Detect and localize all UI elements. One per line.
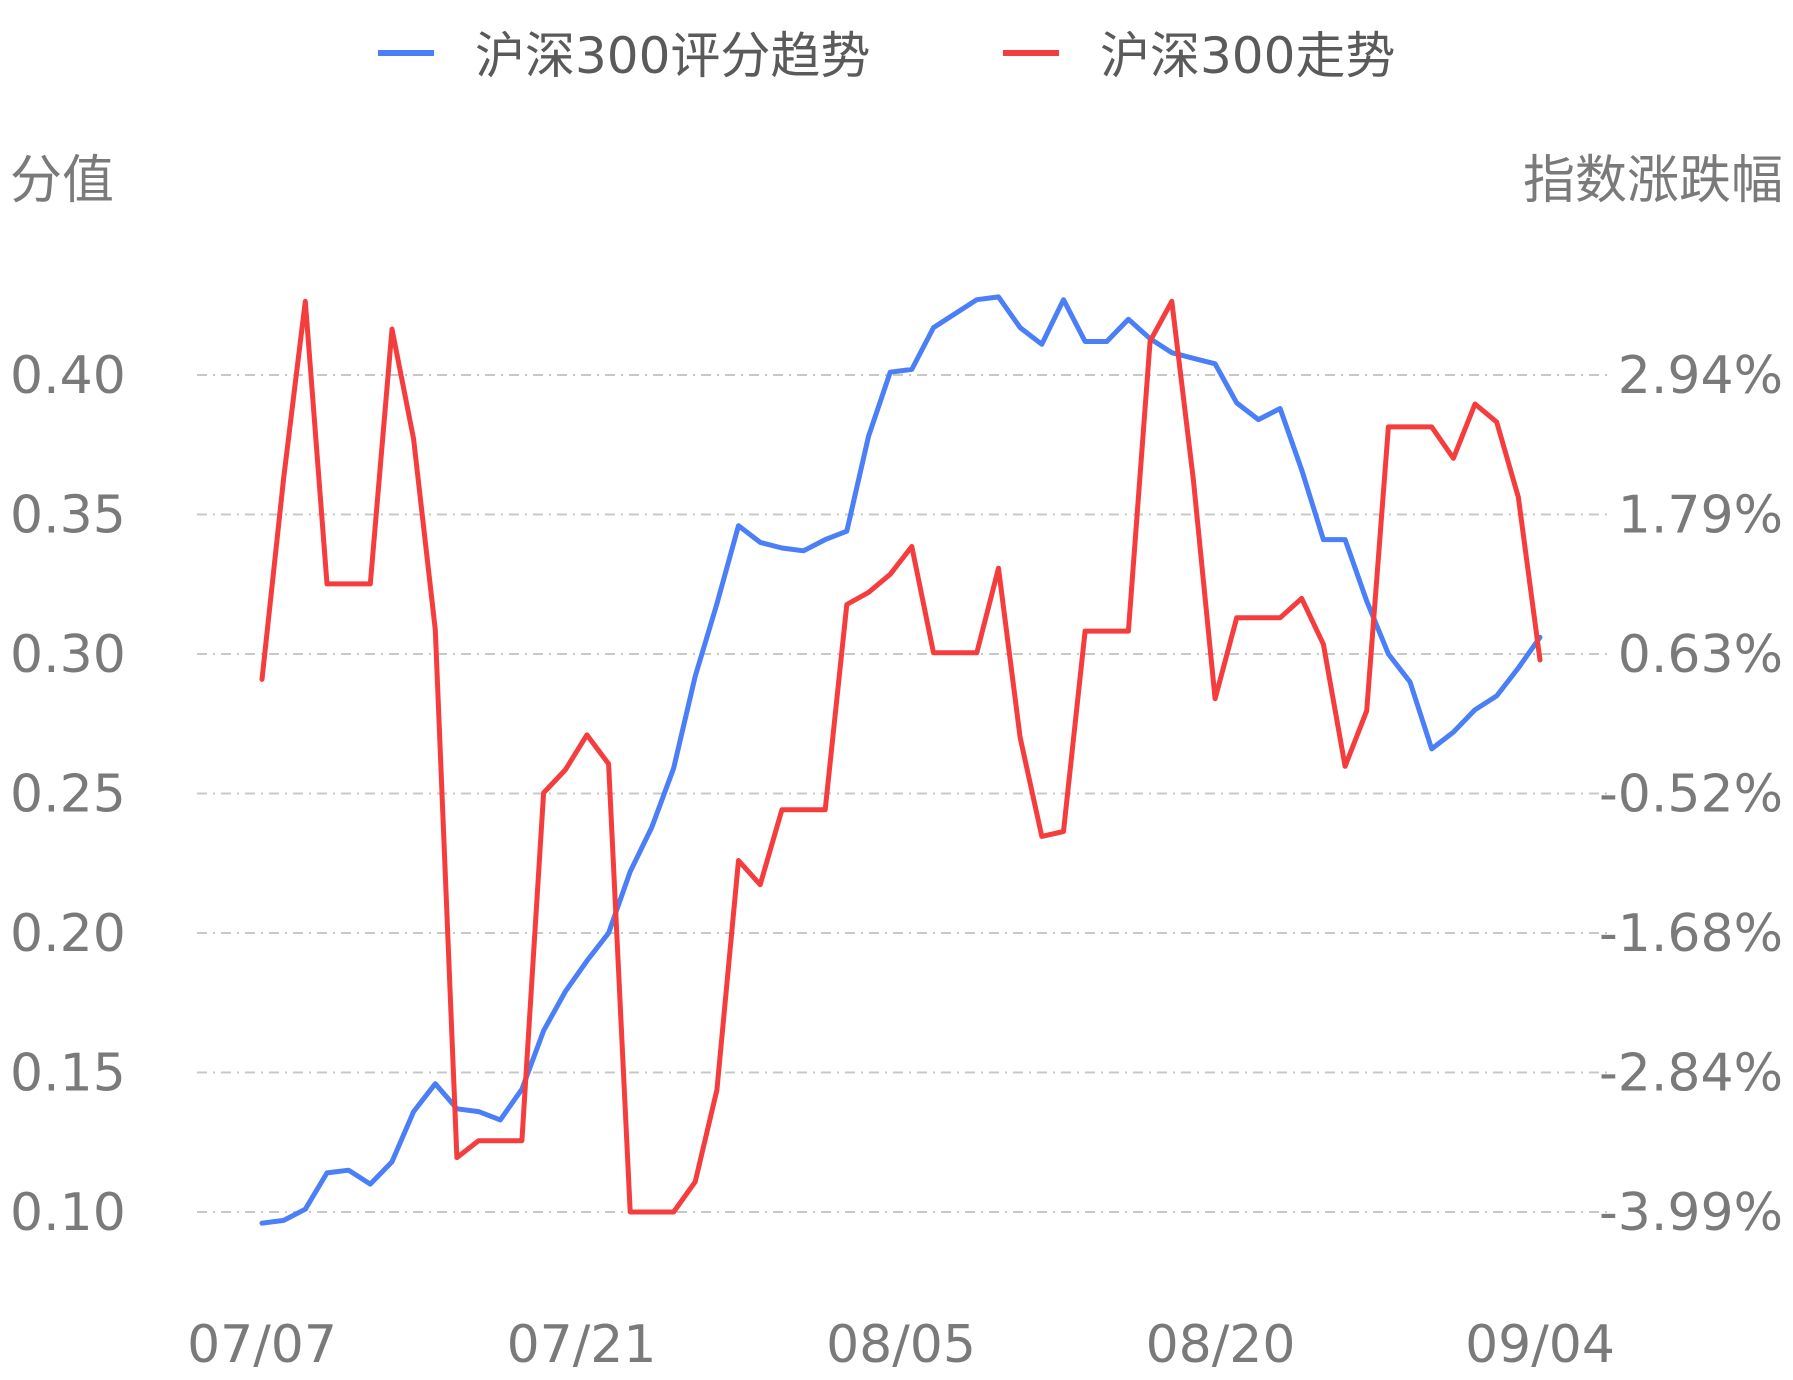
right-axis-ticks: -3.99% -2.84% -1.68% -0.52% 0.63% 1.79% 2.94% — [1599, 346, 1783, 1243]
right-tick-label: 2.94% — [1618, 346, 1783, 406]
right-axis-title: 指数涨跌幅 — [1523, 151, 1783, 211]
right-tick-label: -0.52% — [1599, 765, 1783, 825]
left-axis-title: 分值 — [10, 151, 114, 211]
series-lines — [259, 294, 1543, 1226]
x-axis-ticks: 07/07 07/21 08/05 08/20 09/04 — [187, 1315, 1615, 1375]
left-tick-label: 0.15 — [10, 1044, 126, 1104]
left-tick-label: 0.25 — [10, 765, 126, 825]
right-tick-label: 0.63% — [1618, 625, 1783, 685]
right-tick-label: -3.99% — [1599, 1183, 1783, 1243]
x-tick-label: 07/07 — [187, 1315, 337, 1375]
left-tick-label: 0.20 — [10, 904, 126, 964]
right-tick-label: 1.79% — [1618, 486, 1783, 546]
x-tick-label: 09/04 — [1465, 1315, 1615, 1375]
x-tick-label: 07/21 — [507, 1315, 657, 1375]
left-axis-ticks: 0.10 0.15 0.20 0.25 0.30 0.35 0.40 — [10, 346, 126, 1243]
grid-lines — [197, 374, 1607, 1213]
legend: 沪深300评分趋势 沪深300走势 — [378, 27, 1395, 85]
left-tick-label: 0.10 — [10, 1183, 126, 1243]
left-tick-label: 0.30 — [10, 625, 126, 685]
series-line-index — [259, 298, 1543, 1215]
series-line-score — [259, 294, 1543, 1226]
legend-label-score: 沪深300评分趋势 — [475, 27, 870, 85]
x-tick-label: 08/20 — [1146, 1315, 1296, 1375]
right-tick-label: -1.68% — [1599, 904, 1783, 964]
left-tick-label: 0.40 — [10, 346, 126, 406]
legend-label-index: 沪深300走势 — [1100, 27, 1395, 85]
x-tick-label: 08/05 — [826, 1315, 976, 1375]
right-tick-label: -2.84% — [1599, 1044, 1783, 1104]
left-tick-label: 0.35 — [10, 486, 126, 546]
